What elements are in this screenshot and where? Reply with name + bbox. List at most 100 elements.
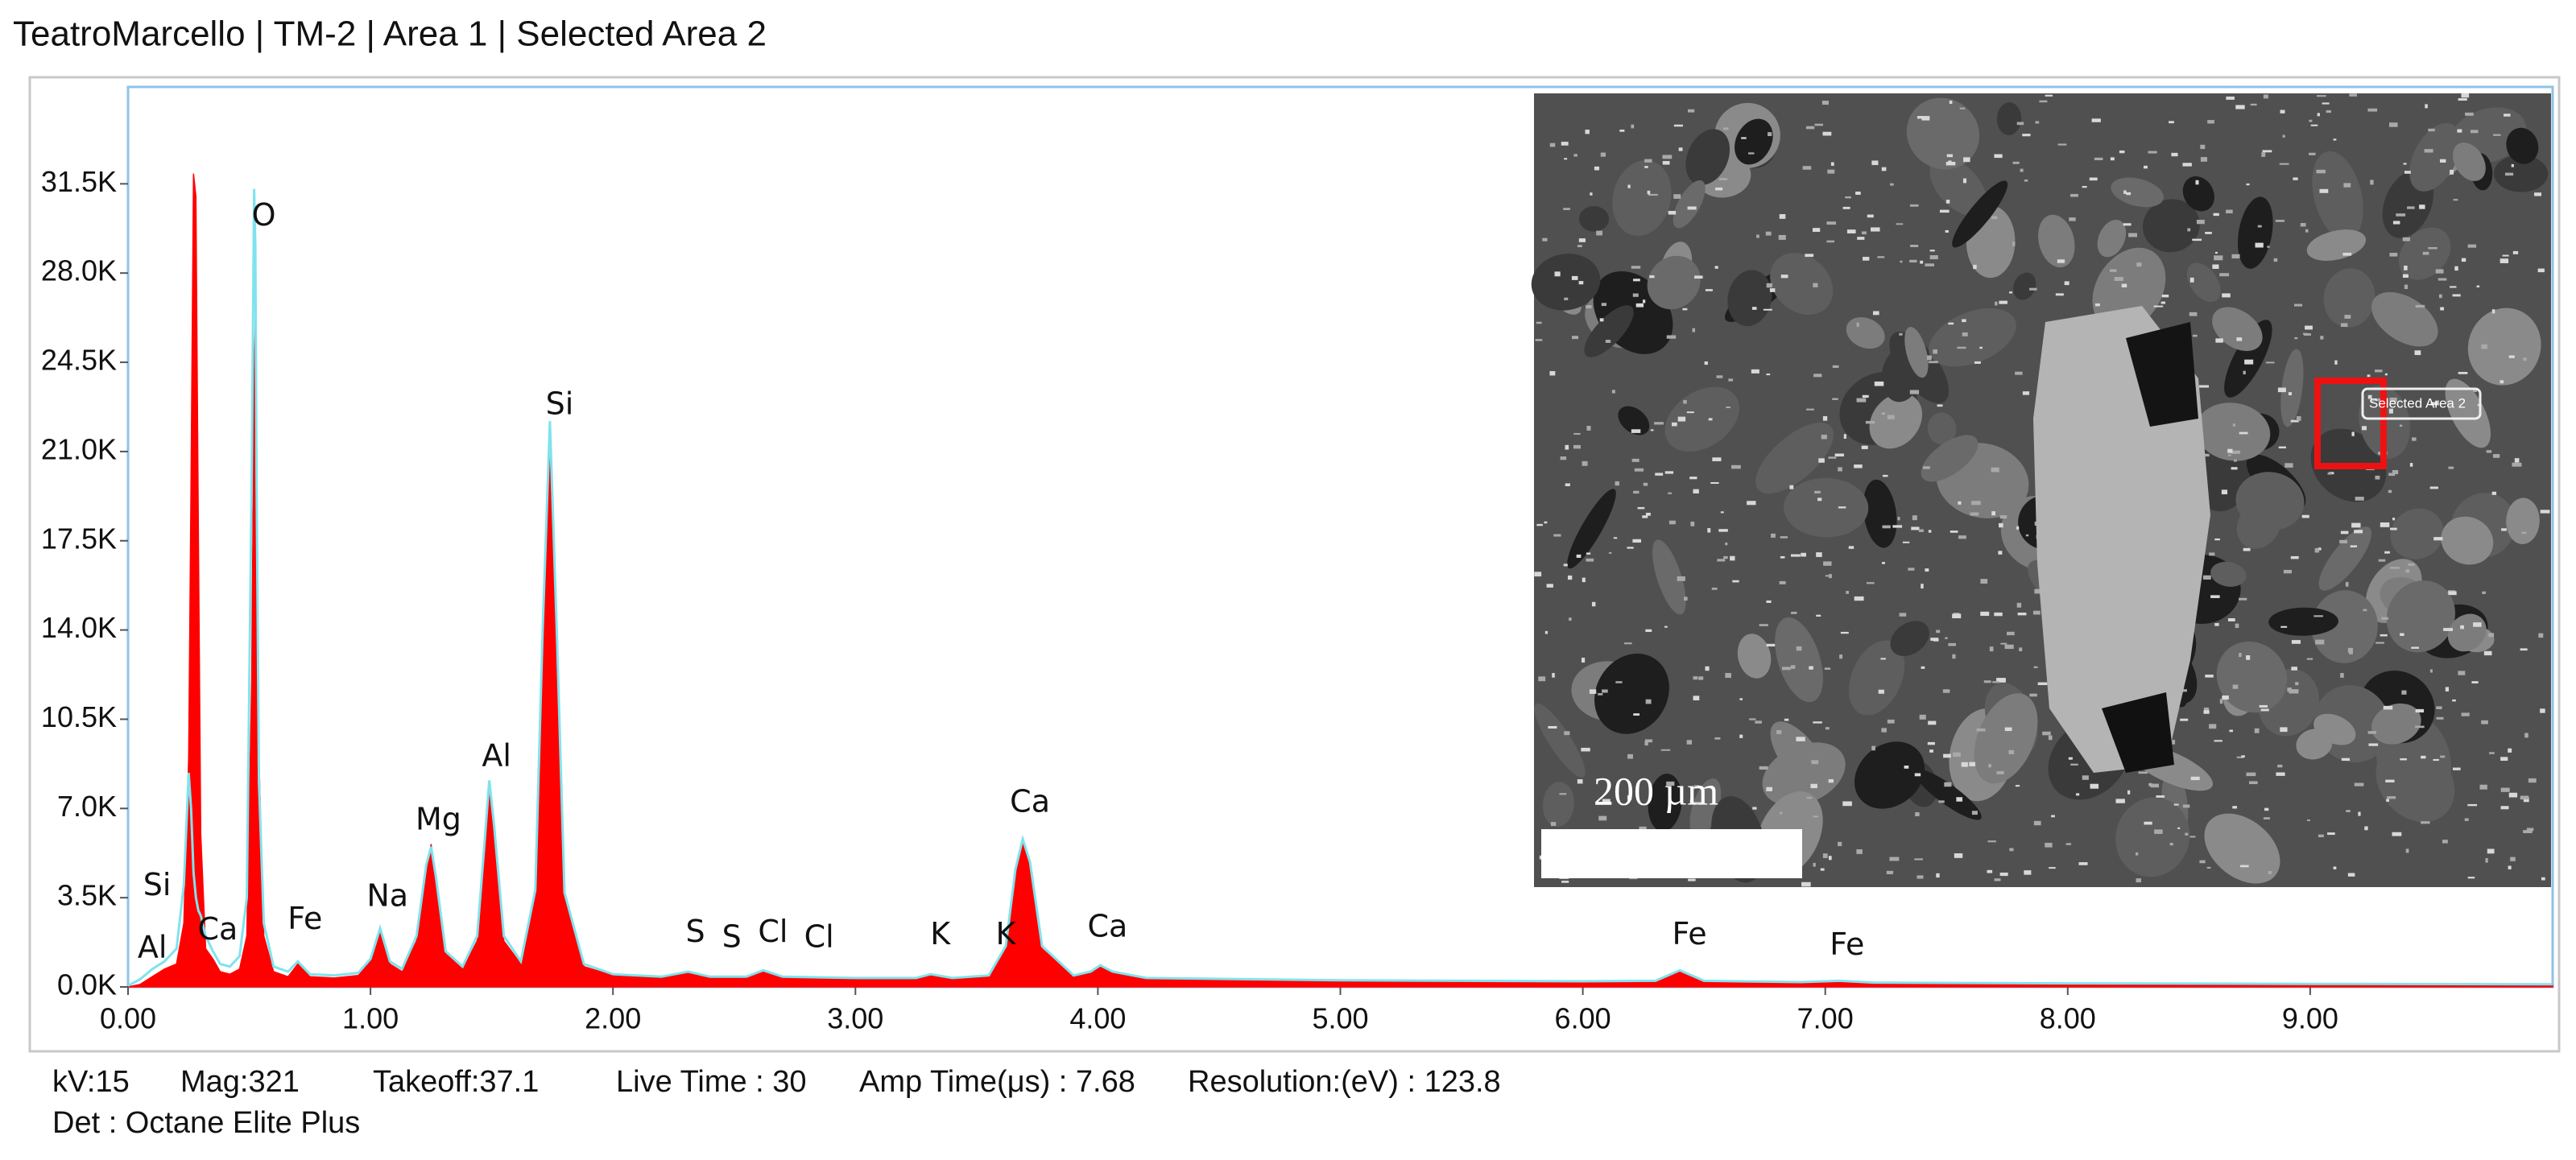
speck (1996, 678, 2006, 683)
speck (2534, 192, 2542, 196)
speck (2408, 563, 2415, 566)
speck (2033, 666, 2038, 669)
speck (1686, 411, 1694, 414)
speck (2439, 159, 2446, 163)
speck (2452, 699, 2456, 702)
speck (1780, 555, 1785, 559)
speck (1958, 501, 1962, 505)
speck (1776, 730, 1782, 734)
speck (1806, 408, 1814, 411)
grain (2142, 199, 2200, 253)
speck (2037, 682, 2048, 686)
speck (1739, 698, 1743, 700)
scale-bar (1541, 829, 1802, 878)
speck (1828, 456, 1837, 459)
speck (1980, 579, 1988, 584)
grain (2092, 247, 2166, 332)
peak-label: K (930, 916, 951, 952)
speck (2209, 724, 2217, 729)
speck (1848, 546, 1854, 549)
speck (1589, 689, 1597, 694)
speck (2389, 397, 2397, 402)
speck (2452, 294, 2461, 297)
speck (1973, 264, 1977, 270)
speck (1998, 551, 2003, 555)
speck (1535, 339, 1543, 341)
grain (2506, 497, 2540, 544)
speck (2055, 293, 2064, 296)
speck (1708, 418, 1713, 421)
speck (2461, 712, 2470, 716)
speck (1677, 576, 1685, 581)
speck (1994, 612, 2003, 617)
speck (2232, 684, 2239, 689)
speck (1922, 466, 1930, 469)
speck (2284, 463, 2293, 468)
speck (1902, 541, 1910, 543)
speck (2020, 168, 2024, 172)
grain (1848, 640, 1905, 716)
speck (2219, 699, 2223, 704)
speck (2341, 758, 2351, 762)
speck (1871, 160, 1879, 166)
speck (2068, 757, 2073, 760)
speck (1806, 796, 1813, 799)
speck (1980, 611, 1990, 617)
speck (2015, 785, 2020, 787)
grain (1534, 703, 1586, 778)
speck (1565, 483, 1570, 486)
speck (1677, 416, 1686, 422)
speck (2390, 527, 2397, 530)
speck (2205, 675, 2214, 678)
y-tick-label: 28.0K (41, 254, 117, 287)
speck (2232, 806, 2238, 809)
speck (1813, 862, 1816, 867)
speck (1921, 584, 1924, 589)
grain (1906, 97, 1980, 170)
speck (2508, 865, 2512, 869)
speck (2540, 510, 2550, 514)
speck (2161, 294, 2169, 298)
speck (1565, 444, 1569, 450)
speck (2489, 752, 2495, 754)
speck (1645, 699, 1652, 704)
speck (2203, 710, 2210, 714)
speck (2467, 877, 2475, 879)
speck (2385, 779, 2395, 782)
speck (1598, 692, 1603, 696)
speck (2436, 706, 2442, 709)
peak-label: Ca (1010, 783, 1050, 819)
speck (1994, 154, 2003, 159)
speck (2313, 615, 2323, 617)
speck (2291, 640, 2301, 644)
speck (1810, 783, 1817, 789)
speck (1838, 467, 1842, 472)
speck (2345, 582, 2349, 586)
speck (1756, 234, 1759, 238)
speck (2189, 312, 2198, 316)
speck (2070, 193, 2078, 197)
speck (1843, 434, 1846, 439)
grain (1846, 317, 1885, 349)
speck (2305, 229, 2309, 233)
speck (1938, 800, 1945, 803)
speck (2461, 93, 2470, 98)
speck (1970, 512, 1979, 516)
speck (2414, 350, 2421, 356)
speck (2354, 530, 2363, 534)
speck (1563, 563, 1568, 567)
speck (2435, 269, 2444, 274)
speck (2454, 266, 2458, 271)
speck (2268, 871, 2272, 875)
grain (1647, 255, 1701, 310)
speck (2473, 622, 2482, 627)
speck (2523, 797, 2529, 803)
speck (1730, 555, 1735, 561)
speck (1942, 689, 1950, 693)
speck (1999, 300, 2007, 304)
speck (1963, 157, 1970, 163)
speck (1660, 749, 1671, 751)
speck (1765, 231, 1772, 236)
speck (1789, 485, 1794, 489)
speck (2295, 682, 2299, 686)
